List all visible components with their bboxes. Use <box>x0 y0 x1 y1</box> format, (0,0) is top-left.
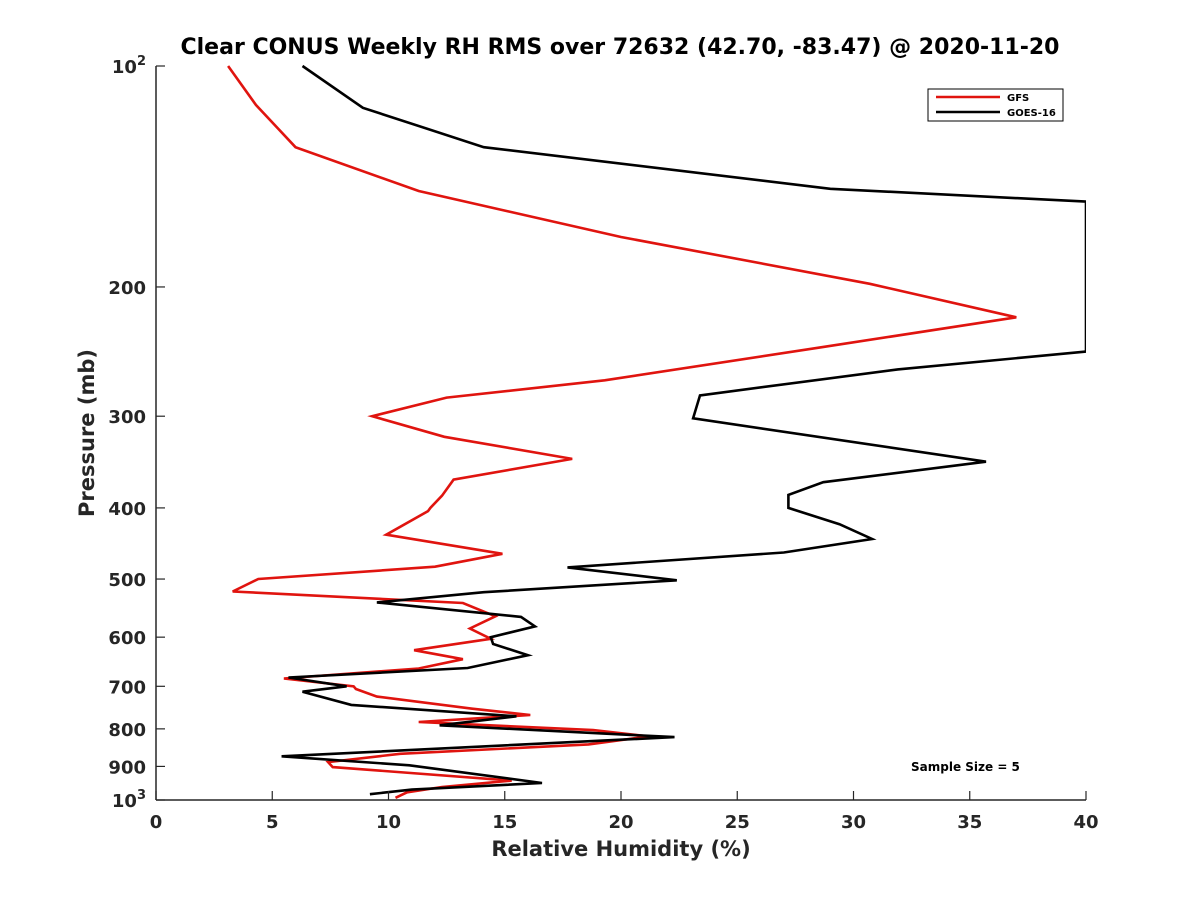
legend: GFS GOES-16 <box>927 88 1064 122</box>
y-tick-label: 900 <box>108 757 146 778</box>
x-tick-label: 15 <box>492 812 517 833</box>
y-axis-label: Pressure (mb) <box>75 349 99 517</box>
y-tick-label: 700 <box>108 677 146 698</box>
y-axis-ticks: 102 200 300 400 500 600 700 800 900 103 <box>108 54 165 812</box>
y-tick-label: 600 <box>108 628 146 649</box>
y-tick-label: 103 <box>112 788 146 812</box>
legend-label-goes16: GOES-16 <box>1007 108 1056 119</box>
y-tick-label: 500 <box>108 570 146 591</box>
x-tick-label: 25 <box>725 812 750 833</box>
chart-title: Clear CONUS Weekly RH RMS over 72632 (42… <box>181 35 1060 60</box>
x-axis-label: Relative Humidity (%) <box>491 837 750 861</box>
y-tick-label: 300 <box>108 407 146 428</box>
y-tick-label: 800 <box>108 720 146 741</box>
x-tick-label: 30 <box>841 812 866 833</box>
x-tick-label: 35 <box>957 812 982 833</box>
legend-box <box>927 88 1064 122</box>
x-tick-label: 40 <box>1073 812 1098 833</box>
legend-label-gfs: GFS <box>1007 93 1029 104</box>
x-tick-label: 0 <box>150 812 163 833</box>
x-tick-label: 10 <box>376 812 401 833</box>
y-tick-label: 400 <box>108 499 146 520</box>
sample-size-annotation: Sample Size = 5 <box>911 760 1020 774</box>
series-line-goes16 <box>281 64 1086 796</box>
y-tick-label: 200 <box>108 278 146 299</box>
x-tick-label: 5 <box>266 812 279 833</box>
x-tick-label: 20 <box>608 812 633 833</box>
x-axis-ticks: 0 5 10 15 20 25 30 35 40 <box>150 791 1099 833</box>
y-tick-label: 102 <box>112 54 146 78</box>
series-lines <box>227 64 1086 799</box>
